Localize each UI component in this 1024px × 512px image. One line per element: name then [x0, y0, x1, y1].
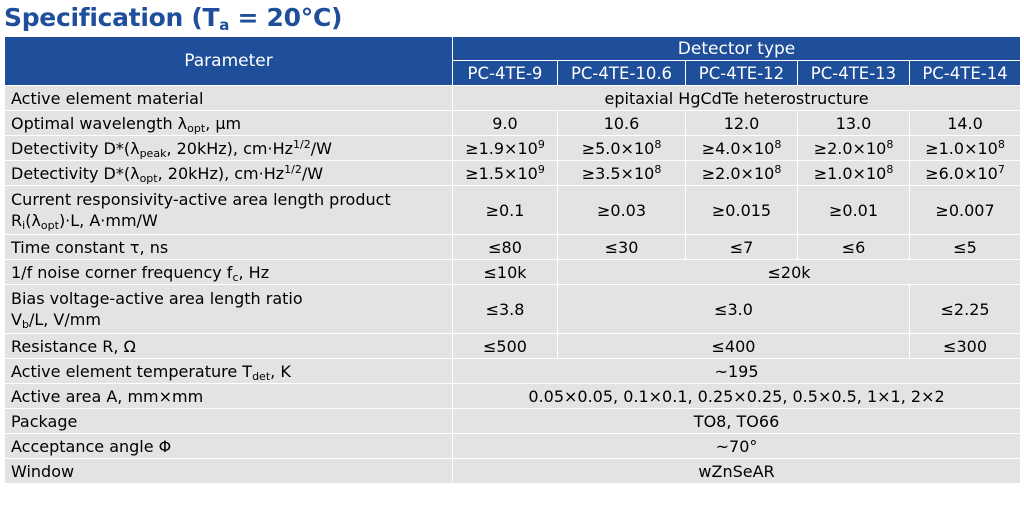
- row-value: ≥1.5×109: [452, 160, 558, 186]
- header-row-1: Parameter Detector type: [4, 36, 1022, 86]
- row-value: ≤400: [557, 333, 910, 359]
- row-label: Active element temperature Tdet, K: [4, 358, 453, 384]
- row-value: ≥0.1: [452, 185, 558, 235]
- row-label: Active area A, mm×mm: [4, 383, 453, 409]
- row-value: ≤2.25: [908, 284, 1022, 334]
- row-value: ≤80: [452, 234, 558, 260]
- row-value: ≥0.015: [685, 185, 798, 235]
- row-value: ≥1.0×108: [908, 135, 1022, 161]
- row-value: ≤6: [797, 234, 910, 260]
- row-value: ≤20k: [556, 259, 1022, 285]
- row-value: ≤500: [452, 333, 558, 359]
- row-value: ≤300: [908, 333, 1022, 359]
- row-value: ≥0.007: [908, 185, 1022, 235]
- table-row-temperature: Active element temperature Tdet, K ~195: [4, 358, 1022, 384]
- detector-type-header: Detector type: [451, 36, 1022, 61]
- table-row-bias: Bias voltage-active area length ratio Vb/…: [4, 284, 1022, 334]
- table-row-detectivity-opt: Detectivity D*(λopt, 20kHz), cm·Hz1/2/W …: [4, 160, 1022, 186]
- row-value: ≥3.5×108: [557, 160, 686, 186]
- table-row-active-area: Active area A, mm×mm 0.05×0.05, 0.1×0.1,…: [4, 383, 1022, 409]
- row-value: ≥2.0×108: [685, 160, 798, 186]
- row-label: Acceptance angle Φ: [4, 433, 453, 459]
- row-value: ≥4.0×108: [685, 135, 798, 161]
- model-header: PC-4TE-9: [452, 60, 558, 86]
- row-value: ≥6.0×107: [908, 160, 1022, 186]
- row-label: 1/f noise corner frequency fc, Hz: [4, 259, 453, 285]
- row-label: Current responsivity-active area length …: [4, 185, 453, 235]
- row-value: ≥1.9×109: [452, 135, 558, 161]
- row-value: 9.0: [452, 110, 558, 136]
- row-label: Window: [4, 458, 453, 484]
- table-row-package: Package TO8, TO66: [4, 408, 1022, 434]
- row-value: ≥2.0×108: [797, 135, 910, 161]
- row-label: Detectivity D*(λpeak, 20kHz), cm·Hz1/2/W: [4, 135, 453, 161]
- page-title: Specification (Ta = 20°C): [4, 0, 342, 36]
- table-row-noise-corner: 1/f noise corner frequency fc, Hz ≤10k ≤…: [4, 259, 1022, 285]
- specification-table: Parameter Detector type PC-4TE-9 PC-4TE-…: [4, 36, 1022, 484]
- row-value: TO8, TO66: [451, 408, 1022, 434]
- table-row-material: Active element material epitaxial HgCdTe…: [4, 85, 1022, 111]
- table-row-time-constant: Time constant τ, ns ≤80 ≤30 ≤7 ≤6 ≤5: [4, 234, 1022, 260]
- model-header: PC-4TE-12: [685, 60, 798, 86]
- row-value: ≥5.0×108: [557, 135, 686, 161]
- row-label: Bias voltage-active area length ratio Vb/…: [4, 284, 453, 334]
- row-value: ≤7: [685, 234, 798, 260]
- row-value: 12.0: [685, 110, 798, 136]
- row-value: ≤30: [557, 234, 686, 260]
- row-value: 14.0: [908, 110, 1022, 136]
- model-header: PC-4TE-14: [908, 60, 1022, 86]
- row-value: wZnSeAR: [451, 458, 1022, 484]
- row-label: Resistance R, Ω: [4, 333, 453, 359]
- header-row-2: PC-4TE-9 PC-4TE-10.6 PC-4TE-12 PC-4TE-13…: [5, 60, 1022, 86]
- table-row-wavelength: Optimal wavelength λopt, µm 9.0 10.6 12.…: [4, 110, 1022, 136]
- row-label: Optimal wavelength λopt, µm: [4, 110, 453, 136]
- table-row-detectivity-peak: Detectivity D*(λpeak, 20kHz), cm·Hz1/2/W…: [4, 135, 1022, 161]
- row-label: Detectivity D*(λopt, 20kHz), cm·Hz1/2/W: [4, 160, 453, 186]
- row-value: 13.0: [797, 110, 910, 136]
- table-row-responsivity: Current responsivity-active area length …: [4, 185, 1022, 235]
- row-value: ~195: [451, 358, 1022, 384]
- row-value: ≥1.0×108: [797, 160, 910, 186]
- table-row-resistance: Resistance R, Ω ≤500 ≤400 ≤300: [4, 333, 1022, 359]
- row-value: 0.05×0.05, 0.1×0.1, 0.25×0.25, 0.5×0.5, …: [451, 383, 1022, 409]
- row-label: Package: [4, 408, 453, 434]
- row-value: ≤3.0: [557, 284, 910, 334]
- row-value: epitaxial HgCdTe heterostructure: [451, 85, 1022, 111]
- title-prefix: Specification (T: [4, 3, 220, 32]
- table-row-acceptance-angle: Acceptance angle Φ ~70°: [4, 433, 1022, 459]
- row-label: Active element material: [4, 85, 453, 111]
- parameter-header: Parameter: [4, 36, 453, 86]
- row-value: ~70°: [451, 433, 1022, 459]
- row-value: ≤5: [908, 234, 1022, 260]
- row-value: 10.6: [557, 110, 686, 136]
- title-subscript: a: [219, 16, 230, 34]
- row-value: ≤10k: [452, 259, 558, 285]
- row-value: ≥0.01: [797, 185, 910, 235]
- row-label: Time constant τ, ns: [4, 234, 453, 260]
- model-header: PC-4TE-13: [797, 60, 910, 86]
- model-header: PC-4TE-10.6: [557, 60, 686, 86]
- title-suffix: = 20°C): [229, 3, 343, 32]
- row-value: ≤3.8: [452, 284, 558, 334]
- row-value: ≥0.03: [557, 185, 686, 235]
- table-row-window: Window wZnSeAR: [4, 458, 1022, 484]
